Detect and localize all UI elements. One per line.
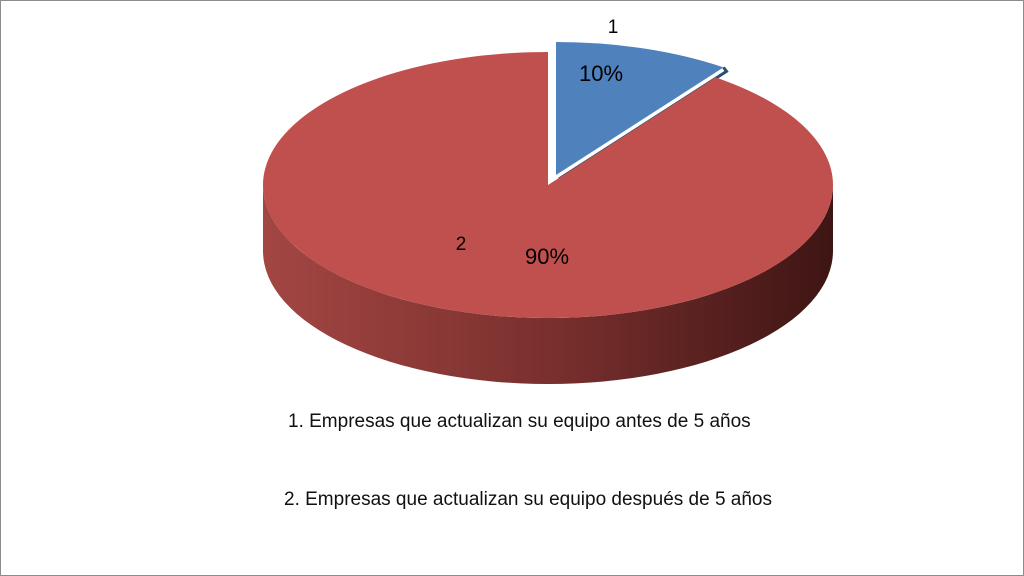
note: 1. Empresas que actualizan su equipo ant… [288,411,751,432]
pie-slice [262,51,834,318]
category-label: 2 [456,234,467,255]
data-label: 90% [525,244,569,269]
pie-side [263,185,833,384]
note: 2. Empresas que actualizan su equipo des… [284,489,772,510]
pie-slice [556,42,724,175]
category-label: 1 [608,17,619,38]
data-label: 10% [579,61,623,86]
pie [262,42,834,384]
